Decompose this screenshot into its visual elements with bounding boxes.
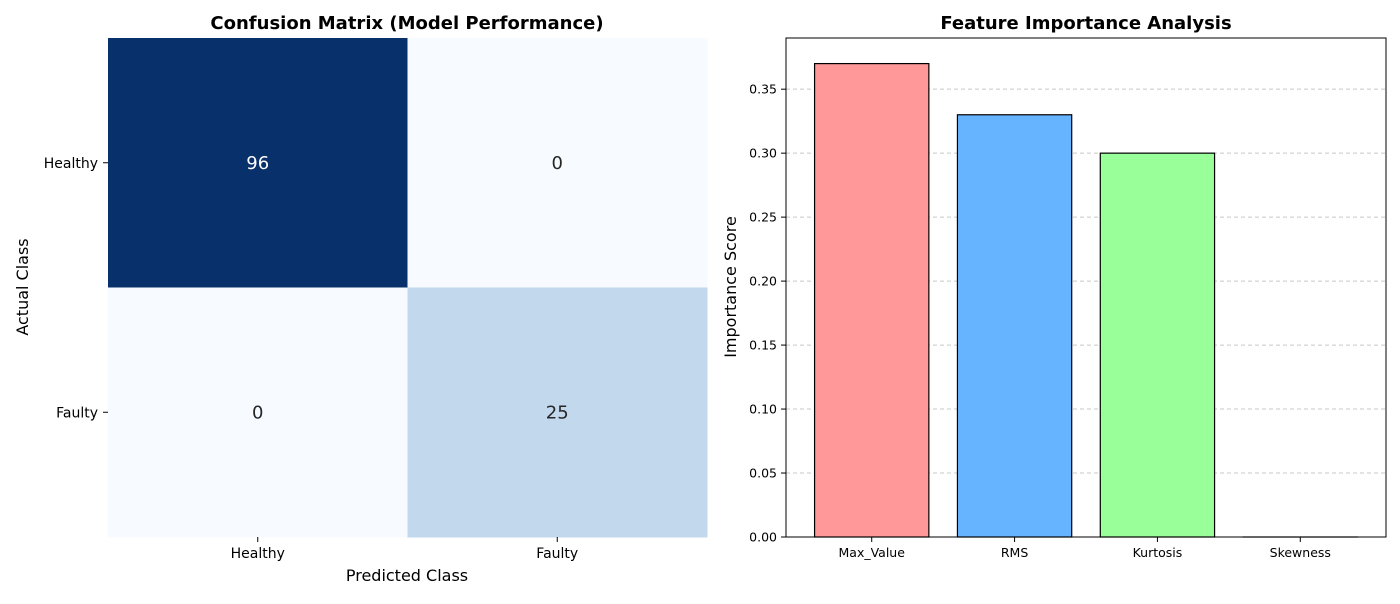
confusion-matrix-title: Confusion Matrix (Model Performance) [210,13,603,34]
bar-y-tick-label: 0.05 [749,466,777,481]
bar-y-tick-label: 0.20 [749,274,777,289]
heatmap-x-axis-label: Predicted Class [346,566,468,585]
bar-y-tick-label: 0.35 [749,82,777,97]
bar-x-tick-label: Max_Value [839,545,906,560]
heatmap-cells: 96 0 0 25 [108,38,708,538]
heatmap-y-axis-label: Actual Class [13,238,32,335]
heatmap-y-tick-label: Faulty [56,405,98,421]
heatmap-y-ticks: Healthy Faulty [44,156,108,422]
bar-x-tick-label: Skewness [1270,545,1331,560]
heatmap-x-ticks: Healthy Faulty [231,537,579,562]
bar-y-tick-label: 0.00 [749,530,777,545]
bar-y-tick-label: 0.15 [749,338,777,353]
feature-importance-chart: Feature Importance Analysis 0.00 0.05 0.10… [721,13,1386,560]
heatmap-cell-value: 0 [252,402,263,423]
bar-y-tick-label: 0.25 [749,210,777,225]
bar-y-tick-label: 0.30 [749,146,777,161]
bar-y-ticks: 0.00 0.05 0.10 0.15 0.20 0.25 0.30 0.35 [749,82,786,545]
bar-kurtosis [1100,153,1214,537]
heatmap-cell-value: 96 [246,153,269,174]
bar-y-axis-label: Importance Score [721,216,740,358]
heatmap-y-tick-label: Healthy [44,156,98,172]
bar-series [815,64,1358,537]
feature-importance-title: Feature Importance Analysis [940,13,1231,34]
heatmap-x-tick-label: Faulty [536,546,578,562]
bar-y-tick-label: 0.10 [749,402,777,417]
heatmap-x-tick-label: Healthy [231,546,285,562]
bar-x-tick-label: RMS [1001,545,1028,560]
confusion-matrix-chart: Confusion Matrix (Model Performance) 96 0… [13,13,708,585]
bar-x-ticks: Max_Value RMS Kurtosis Skewness [839,537,1331,560]
bar-x-tick-label: Kurtosis [1133,545,1183,560]
heatmap-cell-value: 25 [546,402,569,423]
bar-rms [957,115,1071,537]
heatmap-cell-value: 0 [552,153,563,174]
bar-max-value [815,64,929,537]
